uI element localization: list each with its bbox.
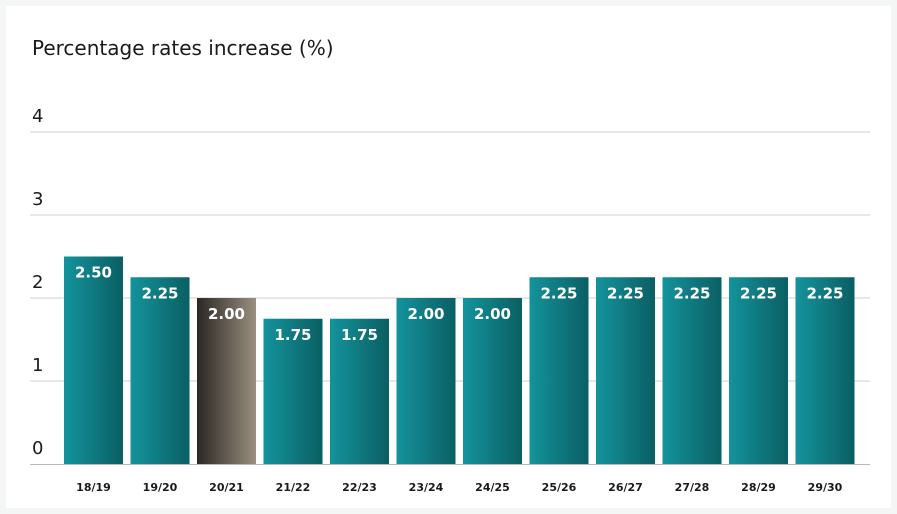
bar-value-label: 2.25	[141, 284, 178, 302]
bar-25-26	[529, 277, 589, 464]
bar-value-label: 1.75	[341, 326, 378, 344]
x-tick-label: 19/20	[143, 481, 178, 494]
bar-value-label: 2.00	[208, 305, 245, 323]
x-tick-label: 18/19	[76, 481, 111, 494]
bar-value-label: 2.25	[740, 284, 777, 302]
bar-value-label: 2.25	[607, 284, 644, 302]
bar-19-20	[130, 277, 190, 464]
bar-value-label: 2.25	[673, 284, 710, 302]
x-tick-label: 22/23	[342, 481, 377, 494]
y-tick-label: 2	[32, 272, 43, 293]
bar-value-label: 2.25	[806, 284, 843, 302]
bars: 2.50 2.25 2.00 1.75 1.75 2.00 2.00 2.25 2.25 2.25…	[64, 256, 855, 464]
x-axis-ticks: 18/19 19/20 20/21 21/22 22/23 23/24 24/25 25/26…	[76, 481, 842, 494]
bar-26-27	[596, 277, 655, 464]
bar-23-24	[396, 298, 456, 464]
bar-29-30	[795, 277, 855, 464]
x-tick-label: 28/29	[741, 481, 776, 494]
bar-value-label: 2.50	[75, 264, 112, 282]
x-tick-label: 25/26	[542, 481, 577, 494]
y-tick-label: 4	[32, 106, 43, 127]
chart-title: Percentage rates increase (%)	[32, 36, 334, 60]
bar-value-label: 2.00	[407, 305, 444, 323]
x-tick-label: 29/30	[808, 481, 843, 494]
bar-22-23	[330, 318, 389, 464]
x-tick-label: 24/25	[475, 481, 510, 494]
bar-value-label: 2.25	[540, 284, 577, 302]
bar-20-21	[197, 298, 256, 464]
bar-27-28	[662, 277, 722, 464]
y-tick-label: 1	[32, 355, 43, 376]
x-tick-label: 21/22	[276, 481, 311, 494]
bar-18-19	[64, 256, 123, 464]
bar-24-25	[463, 298, 522, 464]
bar-28-29	[729, 277, 788, 464]
y-tick-label: 0	[32, 438, 43, 459]
bar-value-label: 2.00	[474, 305, 511, 323]
x-tick-label: 23/24	[409, 481, 444, 494]
bar-21-22	[263, 318, 323, 464]
x-tick-label: 27/28	[675, 481, 710, 494]
x-tick-label: 26/27	[608, 481, 643, 494]
bar-value-label: 1.75	[274, 326, 311, 344]
x-tick-label: 20/21	[209, 481, 244, 494]
y-axis-ticks: 0 1 2 3 4	[32, 106, 43, 459]
y-tick-label: 3	[32, 189, 43, 210]
